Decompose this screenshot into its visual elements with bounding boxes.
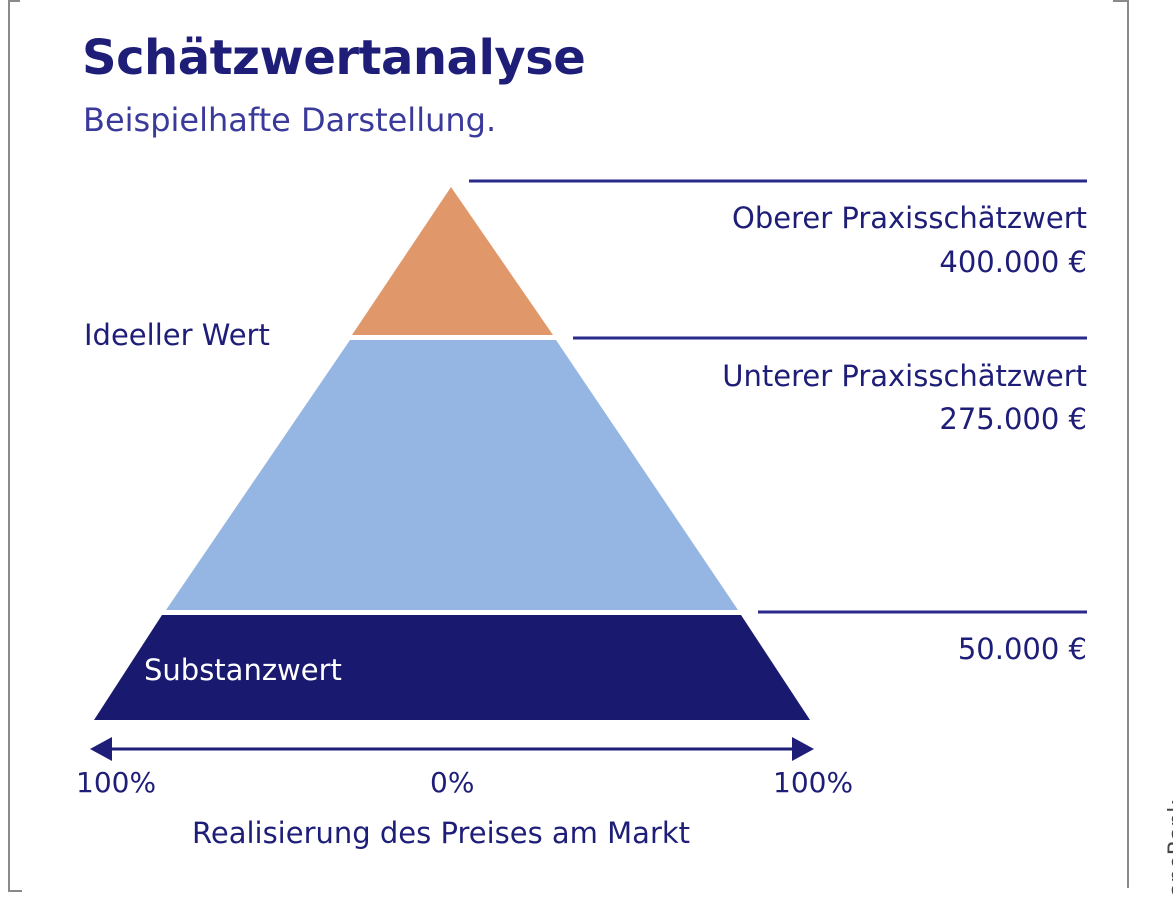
left-frame-bracket-top bbox=[8, 0, 20, 2]
diagram-title: Schätzwertanalyse bbox=[82, 30, 586, 86]
pyramid-top-segment bbox=[352, 187, 553, 335]
pyramid-bottom-segment bbox=[94, 615, 810, 720]
axis-tick-right: 100% bbox=[773, 766, 854, 799]
right-frame-bracket bbox=[1113, 0, 1129, 888]
ideal-value-label: Ideeller Wert bbox=[84, 318, 270, 352]
upper-estimate-label: Oberer Praxisschätzwert bbox=[732, 201, 1087, 235]
pyramid-middle-segment bbox=[166, 340, 738, 610]
axis-tick-left: 100% bbox=[76, 766, 157, 799]
credit-label: apoBank bbox=[1165, 800, 1173, 897]
axis-arrow-right-head bbox=[792, 737, 814, 761]
substance-value-label: Substanzwert bbox=[144, 653, 342, 687]
lower-estimate-value: 275.000 € bbox=[939, 402, 1087, 436]
axis-label: Realisierung des Preises am Markt bbox=[192, 816, 691, 850]
lower-estimate-label: Unterer Praxisschätzwert bbox=[722, 359, 1087, 393]
upper-estimate-value: 400.000 € bbox=[939, 245, 1087, 279]
left-frame-bracket bbox=[8, 0, 22, 892]
diagram-subtitle: Beispielhafte Darstellung. bbox=[83, 101, 497, 139]
axis-tick-center: 0% bbox=[430, 766, 475, 799]
base-value: 50.000 € bbox=[957, 632, 1087, 666]
axis-arrow-left-head bbox=[90, 737, 112, 761]
